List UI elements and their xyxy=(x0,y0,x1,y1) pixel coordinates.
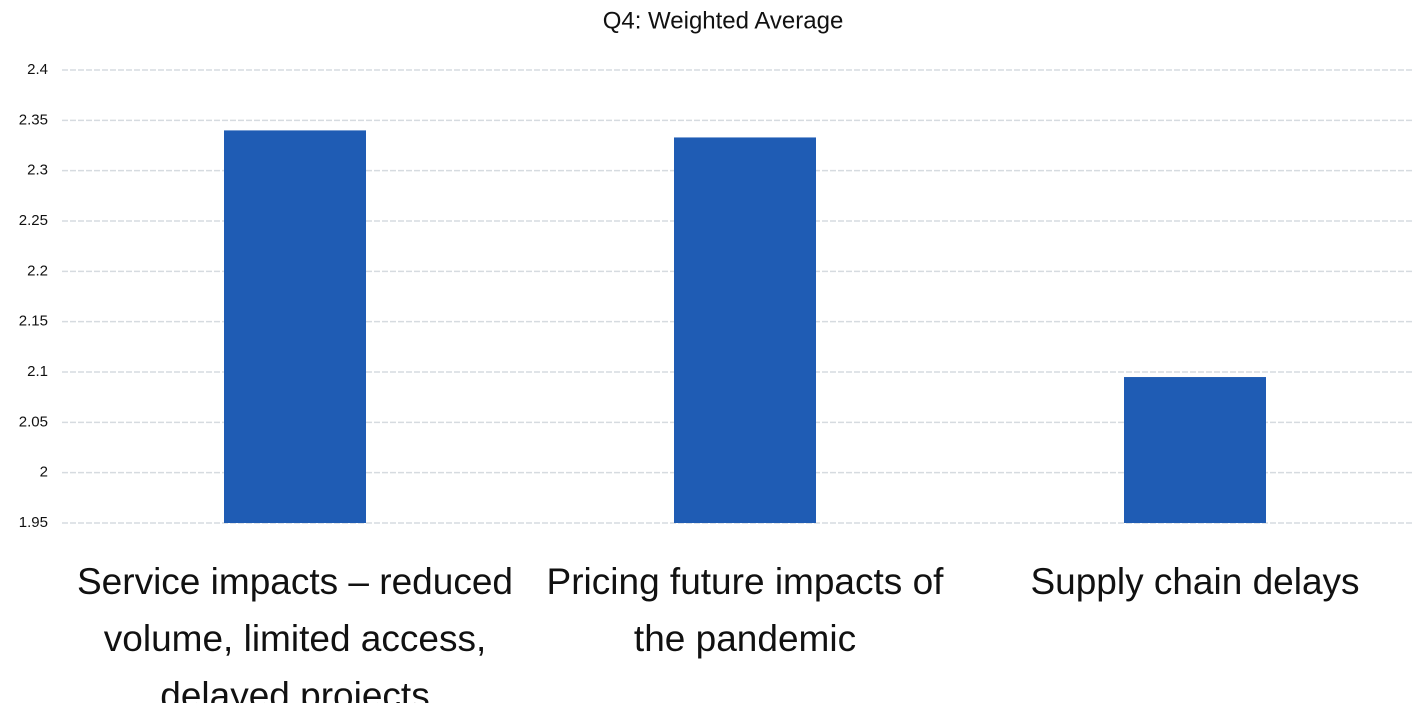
y-tick-label: 2.25 xyxy=(19,212,48,229)
y-tick-label: 2.3 xyxy=(27,162,48,179)
bar xyxy=(1124,377,1266,523)
x-tick-label: Service impacts – reduced volume, limite… xyxy=(77,561,513,703)
x-tick-label: Pricing future impacts of the pandemic xyxy=(546,561,944,659)
y-tick-label: 2.1 xyxy=(27,363,48,380)
x-tick-label: Supply chain delays xyxy=(1030,561,1360,602)
y-tick-label: 2.05 xyxy=(19,413,48,430)
y-tick-label: 2.2 xyxy=(27,262,48,279)
y-tick-label: 2 xyxy=(40,464,48,481)
y-tick-label: 2.4 xyxy=(27,61,48,78)
bar xyxy=(674,137,816,524)
chart-title: Q4: Weighted Average xyxy=(603,7,844,34)
y-tick-label: 2.35 xyxy=(19,111,48,128)
bar xyxy=(224,130,366,523)
y-tick-label: 2.15 xyxy=(19,313,48,330)
y-tick-label: 1.95 xyxy=(19,514,48,531)
